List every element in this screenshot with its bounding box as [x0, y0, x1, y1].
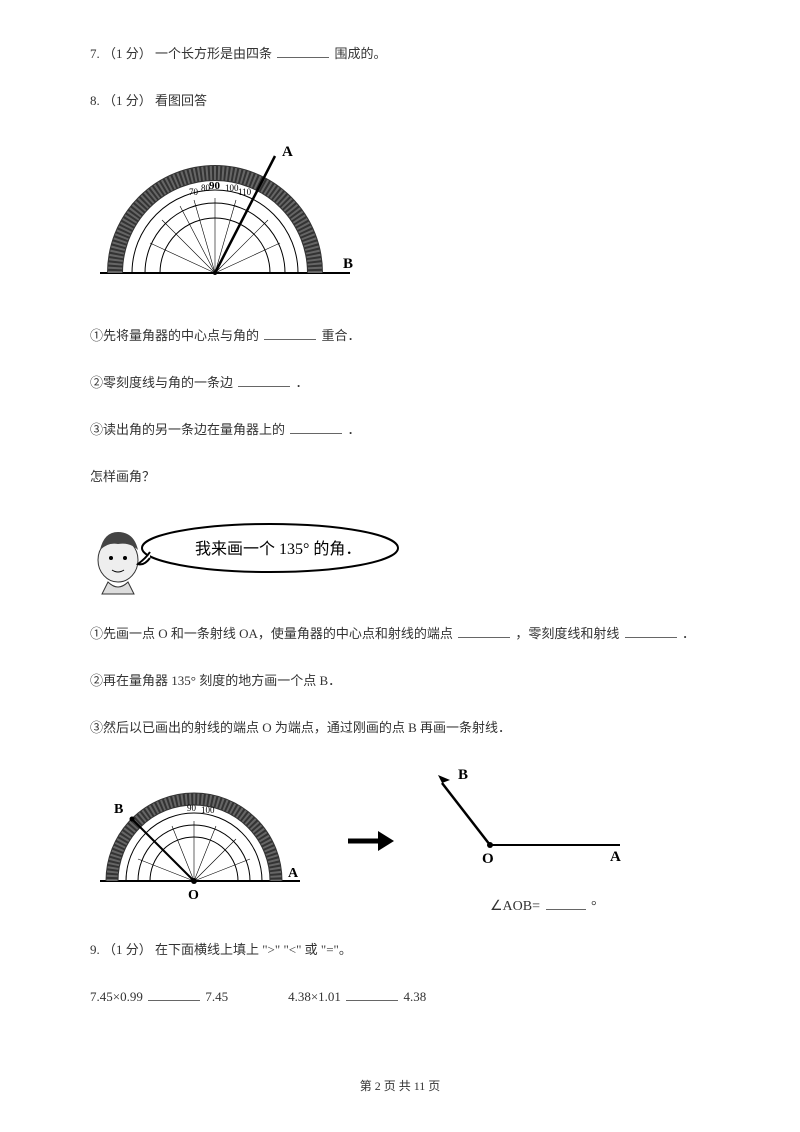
- q8-draw3-text: ③然后以已画出的射线的端点 O 为端点，通过刚画的点 B 再画一条射线．: [90, 720, 511, 735]
- question-9-header: 9. （1 分） 在下面横线上填上 ">" "<" 或 "="。: [90, 940, 710, 961]
- q8-step2-pre: ②零刻度线与角的一条边: [90, 375, 233, 390]
- speech-figure: 我来画一个 135° 的角．: [90, 514, 410, 603]
- q8-draw1-blank2[interactable]: [625, 624, 677, 638]
- angle-svg: B O A: [430, 765, 630, 885]
- ticks-2: [138, 821, 250, 881]
- q8-draw1: ①先画一点 O 和一条射线 OA，使量角器的中心点和射线的端点 ，零刻度线和射线…: [90, 624, 710, 645]
- question-7: 7. （1 分） 一个长方形是由四条 围成的。: [90, 44, 710, 65]
- q8-draw1-pre: ①先画一点 O 和一条射线 OA，使量角器的中心点和射线的端点: [90, 626, 453, 641]
- q9-e1-left: 7.45×0.99: [90, 989, 143, 1004]
- label-b-2: B: [114, 802, 123, 817]
- q9-expressions: 7.45×0.99 7.45 4.38×1.01 4.38: [90, 987, 710, 1008]
- label-b: B: [343, 256, 353, 272]
- q9-expr2: 4.38×1.01 4.38: [288, 987, 426, 1008]
- q8-step1: ①先将量角器的中心点与角的 重合．: [90, 326, 710, 347]
- q8-how-text: 怎样画角？: [90, 469, 155, 484]
- ray-ob: [442, 783, 490, 845]
- q8-step3-blank[interactable]: [290, 420, 342, 434]
- q8-step3-post: ．: [348, 422, 361, 437]
- q9-e1-blank[interactable]: [148, 987, 200, 1001]
- tick-100: 100: [225, 183, 239, 193]
- q8-step1-blank[interactable]: [264, 326, 316, 340]
- q8-draw2-text: ②再在量角器 135° 刻度的地方画一个点 B．: [90, 673, 341, 688]
- protractor-pair: 90 100 B A O B O A ∠AOB= °: [90, 765, 710, 918]
- label-a-2: A: [288, 866, 299, 881]
- q8-draw3: ③然后以已画出的射线的端点 O 为端点，通过刚画的点 B 再画一条射线．: [90, 718, 710, 739]
- angle-unit: °: [591, 899, 597, 914]
- q8-draw1-mid: ，零刻度线和射线: [515, 626, 619, 641]
- q8-step2: ②零刻度线与角的一条边 ．: [90, 373, 710, 394]
- child-eye-l: [109, 556, 113, 560]
- speech-text: 我来画一个 135° 的角．: [195, 540, 361, 558]
- tick-90: 90: [209, 180, 221, 192]
- child-body: [102, 582, 134, 594]
- page-footer: 第 2 页 共 11 页: [0, 1077, 800, 1096]
- label-a-3: A: [610, 849, 621, 865]
- bubble-tail: [138, 552, 150, 564]
- q8-step2-post: ．: [296, 375, 309, 390]
- q7-suffix: 围成的。: [335, 46, 387, 61]
- result-angle-block: B O A ∠AOB= °: [430, 765, 630, 918]
- q7-prefix: 7. （1 分） 一个长方形是由四条: [90, 46, 272, 61]
- q7-blank[interactable]: [277, 44, 329, 58]
- protractor-figure-1: 70 80 90 100 110 A B: [90, 138, 360, 305]
- arrow-icon: [346, 826, 394, 856]
- q8-step2-blank[interactable]: [238, 373, 290, 387]
- q8-step3: ③读出角的另一条边在量角器上的 ．: [90, 420, 710, 441]
- question-8-header: 8. （1 分） 看图回答: [90, 91, 710, 112]
- speech-svg: 我来画一个 135° 的角．: [90, 514, 410, 596]
- tick-110: 110: [238, 187, 252, 197]
- label-o-3: O: [482, 851, 494, 867]
- angle-equation: ∠AOB= °: [490, 896, 630, 918]
- q9-e2-left: 4.38×1.01: [288, 989, 341, 1004]
- label-a: A: [282, 144, 293, 160]
- q9-e1-right: 7.45: [205, 989, 228, 1004]
- child-eye-r: [123, 556, 127, 560]
- q8-how-title: 怎样画角？: [90, 467, 710, 488]
- q9-expr1: 7.45×0.99 7.45: [90, 987, 228, 1008]
- q8-step1-pre: ①先将量角器的中心点与角的: [90, 328, 259, 343]
- protractor-svg-1: 70 80 90 100 110 A B: [90, 138, 360, 298]
- point-b: [130, 817, 135, 822]
- tick2-90: 90: [187, 803, 197, 813]
- q8-draw1-post: ．: [682, 626, 695, 641]
- angle-pre: ∠AOB=: [490, 899, 540, 914]
- q9-e2-right: 4.38: [403, 989, 426, 1004]
- q9-e2-blank[interactable]: [346, 987, 398, 1001]
- q8-draw1-blank1[interactable]: [458, 624, 510, 638]
- vertex-o: [487, 842, 493, 848]
- angle-blank[interactable]: [546, 896, 586, 910]
- ob-arrowhead: [438, 775, 450, 783]
- q8-header-text: 8. （1 分） 看图回答: [90, 93, 207, 108]
- label-b-3: B: [458, 767, 468, 783]
- q8-step3-pre: ③读出角的另一条边在量角器上的: [90, 422, 285, 437]
- q9-header-text: 9. （1 分） 在下面横线上填上 ">" "<" 或 "="。: [90, 942, 352, 957]
- q8-step1-post: 重合．: [322, 328, 361, 343]
- footer-text: 第 2 页 共 11 页: [360, 1079, 441, 1093]
- label-o-2: O: [188, 888, 199, 903]
- tick2-100: 100: [201, 805, 215, 815]
- protractor-svg-2: 90 100 B A O: [90, 771, 310, 911]
- ray-b-2: [132, 819, 194, 881]
- tick-70: 70: [189, 187, 199, 197]
- q8-draw2: ②再在量角器 135° 刻度的地方画一个点 B．: [90, 671, 710, 692]
